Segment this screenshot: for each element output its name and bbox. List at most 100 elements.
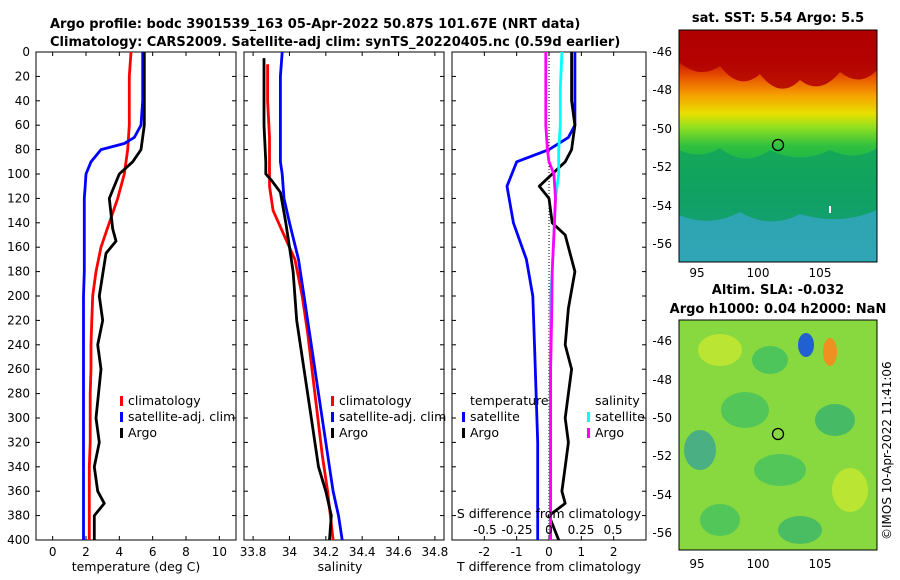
sla-lat-tick: -54 xyxy=(652,488,672,502)
legend-climatology-label: climatology xyxy=(128,393,201,408)
sla-lon-tick: 95 xyxy=(689,557,704,571)
title-line-1: Argo profile: bodc 3901539_163 05-Apr-20… xyxy=(50,17,580,32)
x-tick-label: 34.6 xyxy=(385,545,412,559)
salinity-x-ticks: 33.8 34 34.2 34.4 34.6 34.8 xyxy=(240,51,449,559)
series-climatology xyxy=(266,64,335,540)
s-tick: 0.5 xyxy=(603,523,622,537)
legend-t-satellite-label: satellite xyxy=(470,409,520,424)
sst-lat-tick: -50 xyxy=(652,122,672,136)
legend-satellite-label: satellite-adj. clim xyxy=(339,409,446,424)
sst-lat-tick: -46 xyxy=(652,45,672,59)
depth-tick-label: 340 xyxy=(7,460,30,474)
sst-gap xyxy=(829,206,831,213)
difference-legend-right: salinity satellite Argo xyxy=(587,393,645,440)
x-tick-label: 0 xyxy=(49,545,57,559)
x-tick-label: 2 xyxy=(610,545,618,559)
depth-tick-label: 0 xyxy=(22,45,30,59)
depth-tick-label: 320 xyxy=(7,435,30,449)
temperature-x-label: temperature (deg C) xyxy=(72,559,201,574)
depth-tick-label: 40 xyxy=(15,94,30,108)
sst-cold-region xyxy=(679,210,877,262)
depth-tick-label: 400 xyxy=(7,533,30,547)
sla-blob xyxy=(684,430,716,470)
depth-tick-label: 280 xyxy=(7,387,30,401)
t-difference-x-label: T difference from climatology xyxy=(456,559,642,574)
depth-tick-label: 220 xyxy=(7,313,30,327)
legend-s-argo-label: Argo xyxy=(595,425,624,440)
sla-lat-tick: -50 xyxy=(652,411,672,425)
sla-map-x-ticks: 95 100 105 xyxy=(689,557,831,571)
sst-lat-tick: -54 xyxy=(652,199,672,213)
sla-lat-tick: -56 xyxy=(652,526,672,540)
legend-s-argo-swatch xyxy=(587,428,590,438)
temperature-legend: climatology satellite-adj. clim Argo xyxy=(120,393,235,440)
x-tick-label: 34.4 xyxy=(349,545,376,559)
s-tick: 0.25 xyxy=(568,523,595,537)
depth-tick-label: 300 xyxy=(7,411,30,425)
s-tick: 0 xyxy=(545,523,553,537)
series-satellite-adj-clim xyxy=(82,52,145,540)
temperature-lines xyxy=(82,52,146,540)
legend-climatology-swatch xyxy=(120,396,123,406)
depth-tick-label: 20 xyxy=(15,69,30,83)
sst-map-frame xyxy=(678,29,878,263)
depth-tick-label: 120 xyxy=(7,191,30,205)
legend-satellite-swatch xyxy=(331,412,334,422)
sla-blob xyxy=(778,516,822,544)
depth-tick-label: 240 xyxy=(7,338,30,352)
sst-lon-tick: 105 xyxy=(809,266,832,280)
sla-blob xyxy=(752,346,788,374)
title-line-2: Climatology: CARS2009. Satellite-adj cli… xyxy=(50,35,620,50)
sla-low-anomaly xyxy=(798,333,814,357)
legend-t-argo-swatch xyxy=(462,428,465,438)
depth-tick-label: 100 xyxy=(7,167,30,181)
x-tick-label: 6 xyxy=(149,545,157,559)
series-argo xyxy=(262,58,333,540)
sla-map-title-1: Altim. SLA: -0.032 xyxy=(712,283,844,298)
legend-argo-swatch xyxy=(120,428,123,438)
imos-watermark: ©IMOS 10-Apr-2022 11:41:06 xyxy=(880,361,894,540)
legend-argo-swatch xyxy=(331,428,334,438)
legend-t-argo-label: Argo xyxy=(470,425,499,440)
sla-lon-tick: 100 xyxy=(747,557,770,571)
x-tick-label: 33.8 xyxy=(240,545,267,559)
depth-tick-label: 180 xyxy=(7,265,30,279)
x-tick-label: 34.2 xyxy=(312,545,339,559)
sla-blob xyxy=(832,468,868,512)
depth-tick-label: 80 xyxy=(15,143,30,157)
legend-satellite-label: satellite-adj. clim xyxy=(128,409,235,424)
sla-map-frame xyxy=(678,319,878,551)
sst-lon-tick: 95 xyxy=(689,266,704,280)
salinity-lines xyxy=(262,52,344,540)
legend-satellite-swatch xyxy=(120,412,123,422)
x-tick-label: 0 xyxy=(545,545,553,559)
legend-temperature-heading: temperature xyxy=(470,393,549,408)
depth-tick-label: 260 xyxy=(7,362,30,376)
x-tick-label: 34.8 xyxy=(422,545,449,559)
temperature-x-ticks: 0 2 4 6 8 10 xyxy=(36,51,236,559)
temperature-axes xyxy=(35,51,237,541)
argo-position-marker xyxy=(771,138,785,152)
x-tick-label: 10 xyxy=(212,545,227,559)
legend-argo-label: Argo xyxy=(339,425,368,440)
sla-lon-tick: 105 xyxy=(809,557,832,571)
sst-map-x-ticks: 95 100 105 xyxy=(689,266,831,280)
legend-argo-label: Argo xyxy=(128,425,157,440)
s-tick: -0.5 xyxy=(473,523,496,537)
sla-map-y-ticks: -46 -48 -50 -52 -54 -56 xyxy=(652,334,672,540)
depth-tick-label: 60 xyxy=(15,118,30,132)
argo-position-marker xyxy=(771,427,785,441)
sst-lat-tick: -56 xyxy=(652,237,672,251)
series-t-satellite xyxy=(505,52,577,540)
x-tick-label: 1 xyxy=(578,545,586,559)
legend-s-satellite-label: satellite xyxy=(595,409,645,424)
sla-blob xyxy=(815,404,855,436)
sst-lat-tick: -52 xyxy=(652,160,672,174)
sla-blob xyxy=(754,454,806,486)
legend-climatology-label: climatology xyxy=(339,393,412,408)
series-satellite-adj-clim xyxy=(278,52,344,540)
sla-blob xyxy=(698,334,742,366)
difference-top-ticks: -0.5 -0.25 0 0.25 0.5 xyxy=(473,523,622,537)
sst-map-title: sat. SST: 5.54 Argo: 5.5 xyxy=(692,11,864,26)
